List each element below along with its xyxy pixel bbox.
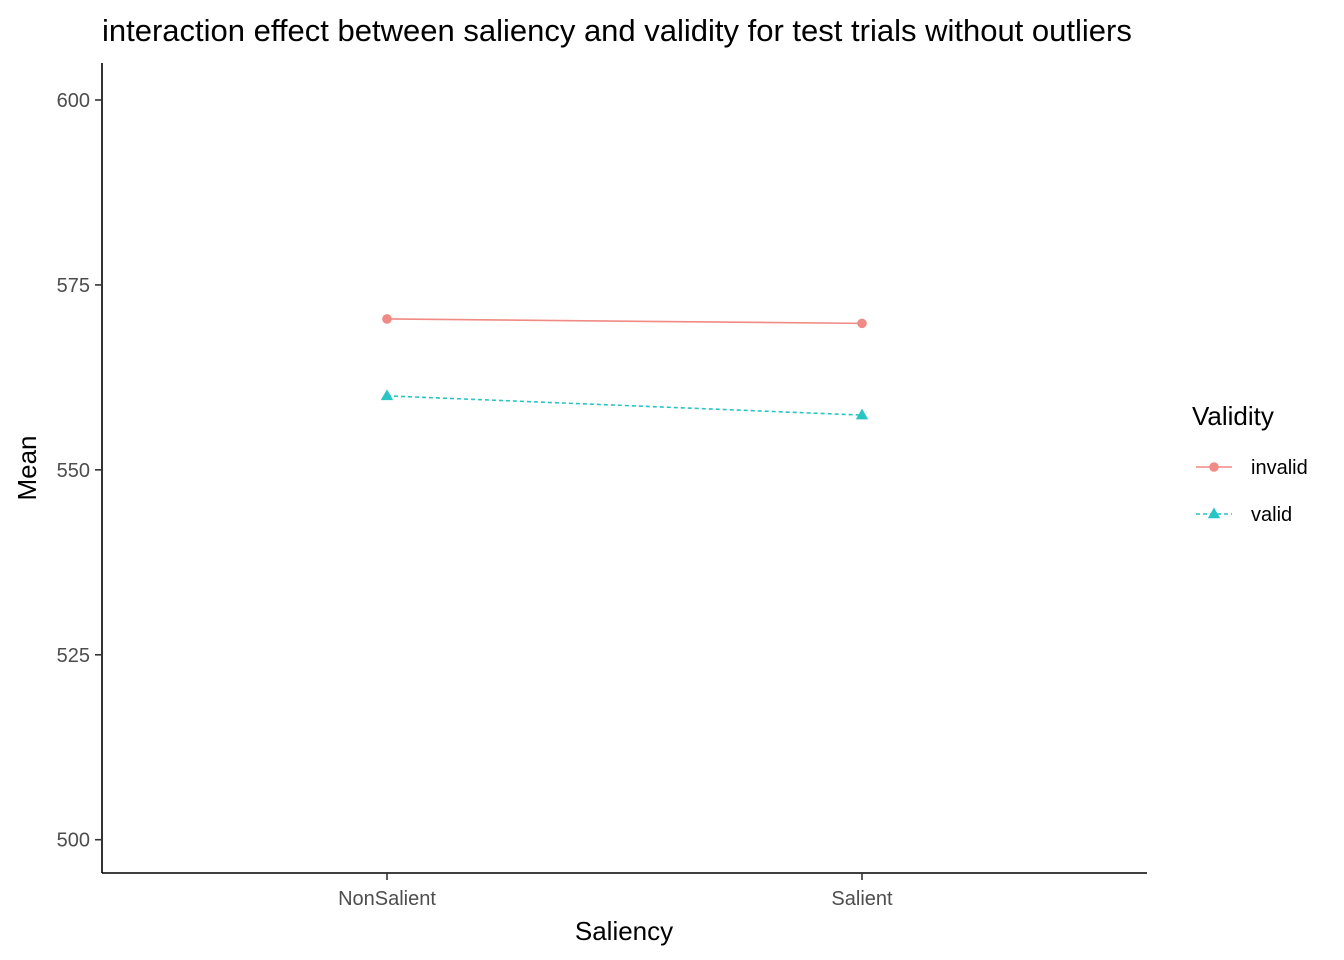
- data-point-valid: [380, 389, 394, 401]
- series-valid: [380, 389, 869, 420]
- legend-title: Validity: [1192, 401, 1274, 431]
- y-tick-label: 525: [57, 645, 90, 667]
- series-line-invalid: [386, 318, 863, 325]
- y-tick-label: 600: [57, 90, 90, 112]
- legend-label: valid: [1251, 504, 1292, 526]
- data-point-invalid: [382, 314, 392, 324]
- x-axis-title: Saliency: [575, 916, 673, 946]
- chart-title: interaction effect between saliency and …: [102, 13, 1132, 48]
- x-tick-label: Salient: [831, 888, 893, 910]
- y-tick-label: 575: [57, 275, 90, 297]
- series-invalid: [382, 314, 867, 329]
- legend-item-invalid: invalid: [1196, 457, 1308, 479]
- y-tick-label: 500: [57, 830, 90, 852]
- legend-item-valid: valid: [1196, 504, 1292, 526]
- data-point-valid: [855, 408, 869, 420]
- legend-key-marker: [1207, 507, 1221, 519]
- y-tick-label: 550: [57, 460, 90, 482]
- series-line-valid: [386, 395, 863, 416]
- y-axis-title: Mean: [12, 435, 42, 500]
- x-axis: NonSalient Salient: [102, 872, 1147, 910]
- y-axis: 500 525 550 575 600: [57, 63, 103, 873]
- legend-key-marker: [1209, 462, 1219, 472]
- legend-label: invalid: [1251, 457, 1308, 479]
- plot-area: [380, 314, 869, 420]
- x-tick-label: NonSalient: [338, 888, 436, 910]
- data-point-invalid: [857, 318, 867, 329]
- legend: Validity invalid valid: [1192, 401, 1308, 526]
